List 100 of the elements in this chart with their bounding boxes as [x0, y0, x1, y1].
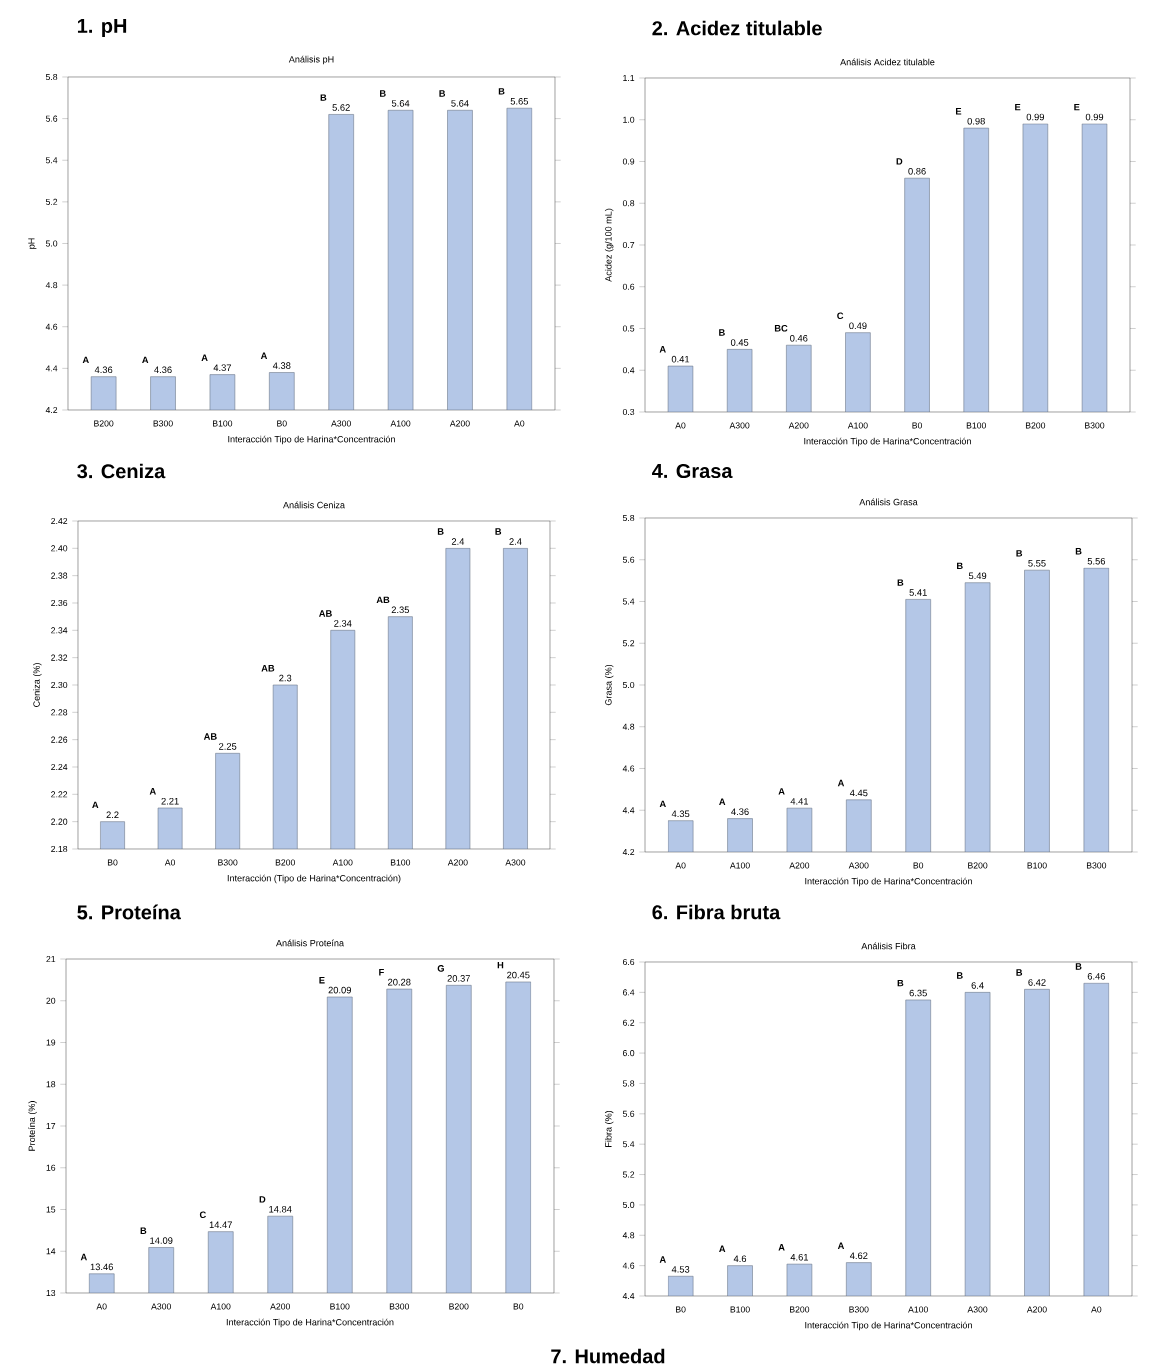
chart-subtitle: Análisis Acidez titulable: [840, 58, 935, 66]
chart-title: 2. Acidez titulable: [652, 20, 822, 36]
x-tick-label: B100: [390, 859, 411, 866]
annotation: B: [719, 329, 725, 336]
annotation: C: [837, 312, 844, 320]
y-tick-label: 4.4: [45, 365, 58, 372]
y-tick-label: 5.0: [622, 1201, 635, 1208]
annotation: A: [142, 356, 149, 364]
y-tick-label: 14: [46, 1248, 56, 1255]
y-tick-label: 5.8: [45, 73, 58, 81]
y-tick-label: 6.0: [623, 1050, 635, 1057]
y-tick-label: 2.18: [51, 845, 68, 853]
x-tick-label: A100: [332, 859, 353, 866]
data-label: 2.4: [451, 538, 465, 545]
annotation: E: [319, 976, 325, 984]
y-tick-label: 2.42: [51, 517, 68, 525]
annotation: BC: [774, 324, 788, 332]
y-tick-label: 20: [46, 997, 56, 1004]
y-tick-label: 5.6: [622, 1110, 635, 1117]
annotation: A: [260, 352, 268, 359]
data-label: 5.49: [968, 572, 987, 580]
y-tick-label: 17: [46, 1123, 56, 1129]
annotation: B: [957, 562, 963, 570]
y-tick-label: 4.8: [622, 723, 635, 730]
x-tick-label: B0: [107, 859, 118, 866]
y-tick-label: 0.9: [622, 158, 635, 165]
y-tick-label: 2.34: [51, 627, 68, 634]
x-tick-label: B0: [513, 1303, 524, 1310]
annotation: A: [719, 798, 726, 805]
data-label: 4.38: [272, 362, 291, 369]
data-label: 20.28: [388, 978, 411, 986]
x-axis-title: Interacción Tipo de Harina*Concentración: [805, 877, 972, 887]
annotation: H: [497, 961, 504, 969]
annotation: E: [956, 108, 962, 115]
x-tick-label: B200: [94, 420, 114, 427]
chart-subtitle: Análisis Ceniza: [283, 501, 345, 509]
x-tick-label: B300: [849, 1306, 869, 1313]
data-label: 0.98: [967, 117, 985, 125]
chart-title: 6. Fibra bruta: [652, 904, 781, 920]
x-tick-label: B200: [790, 1306, 810, 1313]
y-tick-label: 5.6: [622, 556, 635, 563]
annotation: AB: [261, 664, 275, 672]
x-axis-title: Interacción Tipo de Harina*Concentración: [804, 437, 971, 447]
data-label: 4.41: [790, 798, 809, 805]
annotation: B: [1075, 963, 1082, 970]
data-label: 0.41: [671, 355, 690, 363]
x-tick-label: A300: [151, 1303, 171, 1310]
y-tick-label: 5.0: [622, 681, 635, 689]
y-axis-title: Fibra (%): [604, 1110, 614, 1147]
y-tick-label: 21: [46, 955, 56, 963]
x-tick-label: B100: [1027, 862, 1047, 869]
y-tick-label: 2.32: [51, 654, 68, 661]
data-label: 2.2: [106, 811, 119, 819]
annotation: A: [719, 1245, 726, 1253]
annotation: B: [498, 88, 505, 95]
annotation: A: [659, 800, 666, 808]
data-label: 5.65: [510, 98, 529, 105]
annotation: G: [437, 965, 444, 972]
annotation: A: [82, 356, 89, 364]
x-tick-label: A0: [675, 862, 686, 869]
chart-title: 5. Proteína: [77, 904, 181, 920]
annotation: E: [1074, 103, 1080, 111]
data-label: 20.09: [328, 986, 351, 994]
y-tick-label: 6.4: [623, 989, 635, 996]
data-label: 4.36: [731, 808, 749, 815]
data-label: 4.6: [733, 1255, 747, 1263]
data-label: 0.49: [849, 322, 867, 330]
data-label: 6.4: [971, 982, 984, 989]
y-tick-label: 0.4: [622, 367, 635, 374]
x-axis-title: Interacción Tipo de Harina*Concentración: [805, 1321, 972, 1331]
annotation: A: [201, 354, 208, 361]
annotation: B: [957, 972, 963, 979]
data-label: 4.35: [671, 810, 690, 818]
annotation: A: [778, 1244, 785, 1251]
y-axis-title: Acidez (g/100 mL): [604, 208, 614, 282]
x-tick-label: A200: [449, 420, 470, 427]
annotation: A: [837, 1242, 845, 1249]
data-label: 0.99: [1026, 113, 1045, 121]
y-tick-label: 4.8: [622, 1232, 635, 1239]
data-label: 2.34: [334, 620, 352, 627]
y-tick-label: 4.8: [45, 282, 58, 289]
x-tick-label: B300: [1086, 862, 1107, 869]
y-tick-label: 2.30: [51, 681, 68, 689]
data-label: 14.09: [150, 1237, 173, 1244]
x-tick-label: A300: [331, 420, 351, 427]
data-label: 5.41: [909, 589, 927, 596]
y-tick-label: 2.38: [51, 572, 68, 579]
y-tick-label: 5.8: [622, 1080, 635, 1087]
data-label: 4.45: [849, 789, 868, 797]
x-tick-label: A200: [788, 422, 809, 429]
annotation: AB: [376, 596, 390, 604]
y-tick-label: 1.0: [623, 116, 635, 123]
x-tick-label: A300: [848, 862, 869, 869]
annotation: B: [320, 94, 327, 101]
x-tick-label: A100: [847, 422, 868, 429]
y-tick-label: 5.2: [622, 1171, 635, 1178]
annotation: B: [897, 979, 904, 987]
y-tick-label: 2.20: [51, 818, 68, 825]
x-tick-label: B300: [389, 1303, 410, 1310]
y-tick-label: 0.8: [622, 200, 635, 207]
